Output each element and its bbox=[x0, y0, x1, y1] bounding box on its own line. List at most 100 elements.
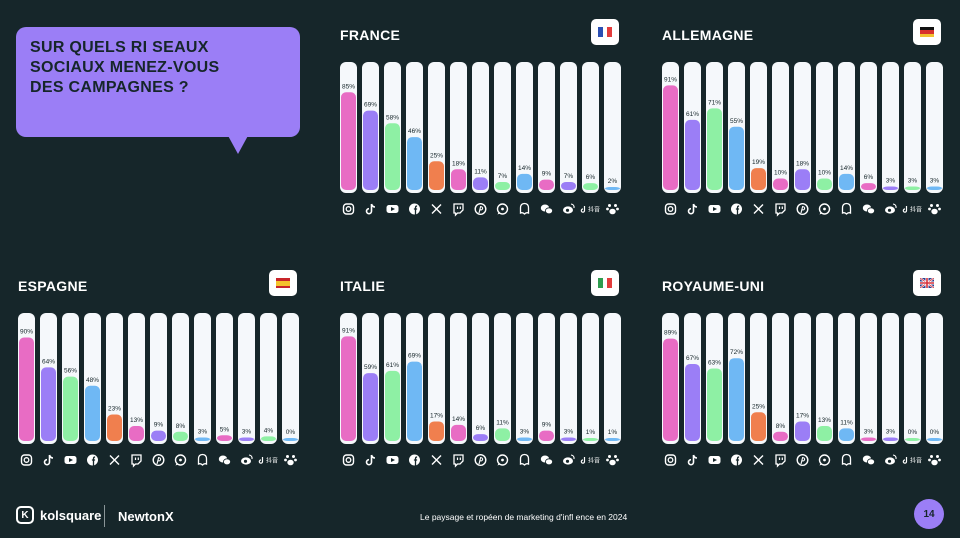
data-label: 14% bbox=[452, 416, 465, 423]
snapchat-icon bbox=[197, 453, 208, 466]
bar-tiktok bbox=[363, 110, 378, 190]
bar-xiaohongshu bbox=[927, 186, 942, 190]
bar-track bbox=[816, 62, 833, 193]
question-text: SUR QUELS RI SEAUX SOCIAUX MENEZ-VOUS DE… bbox=[30, 39, 220, 96]
data-label: 7% bbox=[498, 173, 508, 180]
data-label: 18% bbox=[796, 160, 809, 167]
weibo-icon bbox=[241, 454, 253, 465]
bar-wechat bbox=[539, 430, 554, 441]
bar-whatsapp bbox=[495, 181, 510, 190]
italy-flag-icon bbox=[591, 270, 619, 296]
bar-track bbox=[838, 313, 855, 444]
bar-track bbox=[838, 62, 855, 193]
facebook-icon bbox=[87, 454, 98, 466]
wechat-icon bbox=[540, 204, 553, 215]
instagram-icon bbox=[342, 203, 355, 215]
bar-track bbox=[926, 313, 943, 444]
data-label: 4% bbox=[264, 427, 274, 434]
weibo-icon bbox=[885, 454, 897, 465]
bar-tiktok bbox=[363, 373, 378, 441]
snapchat-icon bbox=[519, 202, 530, 215]
data-label: 91% bbox=[664, 76, 677, 83]
tiktok-icon bbox=[43, 454, 54, 466]
germany-flag-icon bbox=[913, 19, 941, 45]
bar-chart: 85% 69% 58% 46% 25% 18% 11% 7% 14% 9% 7% 6% 抖音 2% bbox=[340, 62, 621, 217]
data-label: 11% bbox=[496, 419, 509, 426]
weibo-icon bbox=[885, 203, 897, 214]
bar-xiaohongshu bbox=[605, 438, 620, 441]
tiktok-icon bbox=[365, 203, 376, 215]
data-label: 25% bbox=[430, 152, 443, 159]
chart-panel-uk: ROYAUME-UNI 89% 67% 63% 72% 25% 8% 17% 13% 11% 3% 3… bbox=[662, 270, 947, 478]
bar-track bbox=[516, 313, 533, 444]
chart-panel-italy: ITALIE 91% 59% 61% 69% 17% 14% 6% 11% 3% 9% 3% 1% 抖音 1… bbox=[340, 270, 625, 478]
bar-track bbox=[582, 62, 599, 193]
bar-snapchat bbox=[517, 173, 532, 190]
bar-pinterest bbox=[795, 421, 810, 441]
bar-track bbox=[472, 62, 489, 193]
bar-xiaohongshu bbox=[927, 438, 942, 441]
bar-pinterest bbox=[795, 169, 810, 190]
data-label: 3% bbox=[908, 178, 918, 185]
youtube-icon bbox=[64, 456, 77, 464]
bar-track bbox=[560, 62, 577, 193]
data-label: 3% bbox=[864, 429, 874, 436]
douyin-icon: 抖音 bbox=[258, 457, 278, 465]
data-label: 85% bbox=[342, 83, 355, 90]
bar-weibo bbox=[883, 186, 898, 190]
bar-tiktok bbox=[685, 363, 700, 441]
bar-tiktok bbox=[685, 119, 700, 190]
instagram-icon bbox=[664, 454, 677, 466]
data-label: 61% bbox=[686, 111, 699, 118]
bar-track bbox=[260, 313, 277, 444]
chart-title: ALLEMAGNE bbox=[662, 27, 754, 43]
bar-track bbox=[450, 62, 467, 193]
data-label: 0% bbox=[286, 429, 296, 436]
data-label: 25% bbox=[752, 403, 765, 410]
bar-twitch bbox=[451, 169, 466, 190]
wechat-icon bbox=[862, 204, 875, 215]
data-label: 63% bbox=[708, 360, 721, 367]
data-label: 6% bbox=[476, 425, 486, 432]
bar-tiktok bbox=[41, 367, 56, 441]
data-label: 5% bbox=[220, 426, 230, 433]
facebook-icon bbox=[731, 203, 742, 215]
data-label: 19% bbox=[752, 159, 765, 166]
chart-title: ITALIE bbox=[340, 278, 386, 294]
weibo-icon bbox=[563, 203, 575, 214]
france-flag-icon bbox=[591, 19, 619, 45]
data-label: 8% bbox=[176, 423, 186, 430]
newtonx-logo: NewtonX bbox=[118, 509, 174, 524]
bar-instagram bbox=[341, 336, 356, 441]
bar-track bbox=[604, 62, 621, 193]
bar-track bbox=[238, 313, 255, 444]
kolsquare-logo: K kolsquare bbox=[16, 506, 101, 524]
youtube-icon bbox=[708, 205, 721, 213]
bar-twitch bbox=[773, 431, 788, 441]
facebook-icon bbox=[731, 454, 742, 466]
bar-track bbox=[172, 313, 189, 444]
data-label: 3% bbox=[520, 429, 530, 436]
data-label: 0% bbox=[908, 429, 918, 436]
twitch-icon bbox=[453, 454, 464, 468]
bar-facebook bbox=[407, 361, 422, 441]
bar-track bbox=[772, 313, 789, 444]
whatsapp-icon bbox=[496, 454, 509, 466]
bar-track bbox=[428, 313, 445, 444]
bar-snapchat bbox=[839, 173, 854, 190]
bar-track bbox=[216, 313, 233, 444]
weibo-icon bbox=[563, 454, 575, 465]
whatsapp-icon bbox=[818, 454, 831, 466]
data-label: 11% bbox=[840, 419, 853, 426]
bar-facebook bbox=[85, 385, 100, 441]
chart-title: ESPAGNE bbox=[18, 278, 88, 294]
data-label: 72% bbox=[730, 349, 743, 356]
data-label: 23% bbox=[108, 406, 121, 413]
bar-track bbox=[772, 62, 789, 193]
bar-whatsapp bbox=[173, 431, 188, 441]
x-icon bbox=[109, 455, 120, 465]
douyin-label: 抖音 bbox=[588, 206, 600, 214]
x-icon bbox=[753, 204, 764, 214]
bar-track bbox=[428, 62, 445, 193]
bar-x bbox=[429, 161, 444, 190]
